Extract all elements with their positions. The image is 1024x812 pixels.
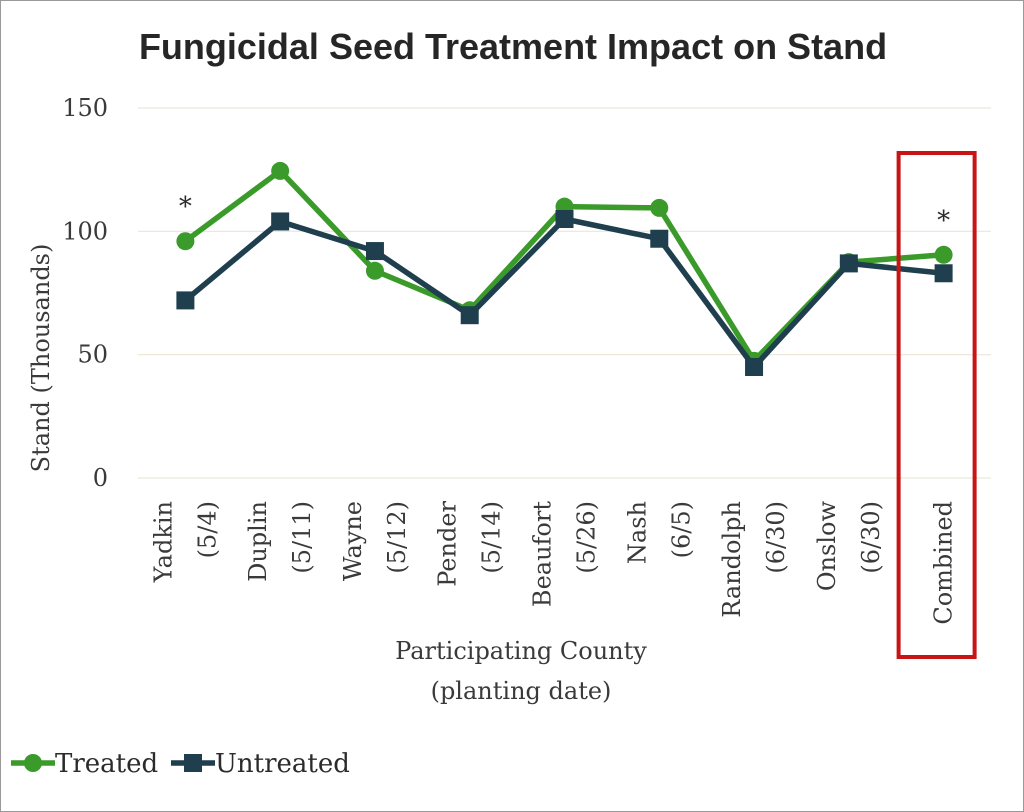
x-category-date: (5/14) [478,501,506,574]
x-category-label: Randolph (6/30) [718,501,790,618]
series-line [183,216,944,370]
x-category-name: Wayne [339,501,367,581]
data-point [176,232,195,251]
x-category-name: Onslow [813,501,841,592]
x-category-label: Beaufort (5/26) [529,501,601,607]
data-point [271,212,290,231]
series-untreated [176,210,953,376]
data-point [271,161,290,180]
x-axis-label-line: (planting date) [431,677,612,705]
legend-item-treated: Treated [11,749,158,779]
data-point [176,291,195,310]
y-tick-label: 0 [93,464,108,492]
data-point [745,358,764,376]
x-axis-label: Participating County (planting date) [395,637,647,705]
series-treated [176,161,953,370]
x-category-date: (6/30) [762,501,790,574]
legend-marker [24,754,42,772]
x-category-date: (6/30) [857,501,885,574]
legend-label: Untreated [215,749,350,779]
x-category-label: Pender (5/14) [434,500,506,586]
x-category-label: Onslow (6/30) [813,501,885,592]
annotations: * * [179,192,950,236]
x-axis-label-line: Participating County [395,637,647,665]
x-category-date: (5/4) [193,501,221,558]
y-tick-label: 100 [62,217,108,245]
legend-item-untreated: Untreated [171,749,350,779]
x-category-label: Wayne (5/12) [339,501,411,581]
x-category-date: (5/12) [383,501,411,574]
data-point [555,210,574,228]
data-point [460,306,479,325]
x-category-date: (6/5) [667,501,695,558]
y-axis-ticks: 0 50 100 150 [62,94,108,492]
x-axis-categories: Yadkin (5/4) Duplin (5/11) Wayne (5/12) Pender… [149,500,957,624]
data-point [365,242,384,261]
legend-marker [184,754,202,772]
x-category-label: Combined [930,501,958,625]
chart-title: Fungicidal Seed Treatment Impact on Stan… [139,26,887,67]
legend-label: Treated [55,749,158,779]
legend: Treated Untreated [11,749,350,779]
x-category-date: (5/11) [288,501,316,574]
data-point [365,261,384,280]
x-category-name: Randolph [718,501,746,618]
data-point [650,198,669,217]
y-tick-label: 150 [62,94,108,122]
series-lines [176,161,953,376]
x-category-name: Combined [930,501,958,625]
combined-highlight-box [896,151,977,659]
significance-asterisk: * [937,206,950,236]
data-point [934,264,953,283]
x-category-name: Pender [434,500,462,586]
x-category-name: Yadkin [149,501,177,583]
x-category-label: Yadkin (5/4) [149,501,221,583]
x-category-label: Duplin (5/11) [244,501,316,582]
y-tick-label: 50 [77,341,108,369]
x-category-name: Duplin [244,501,272,582]
data-point [934,245,953,264]
x-category-name: Beaufort [529,501,557,607]
x-category-date: (5/26) [573,501,601,574]
y-axis-label: Stand (Thousands) [27,244,55,473]
x-category-label: Nash (6/5) [623,501,695,564]
significance-asterisk: * [179,192,192,222]
gridlines [138,107,991,479]
data-point [839,254,858,273]
x-category-name: Nash [623,501,651,564]
data-point [650,229,669,248]
